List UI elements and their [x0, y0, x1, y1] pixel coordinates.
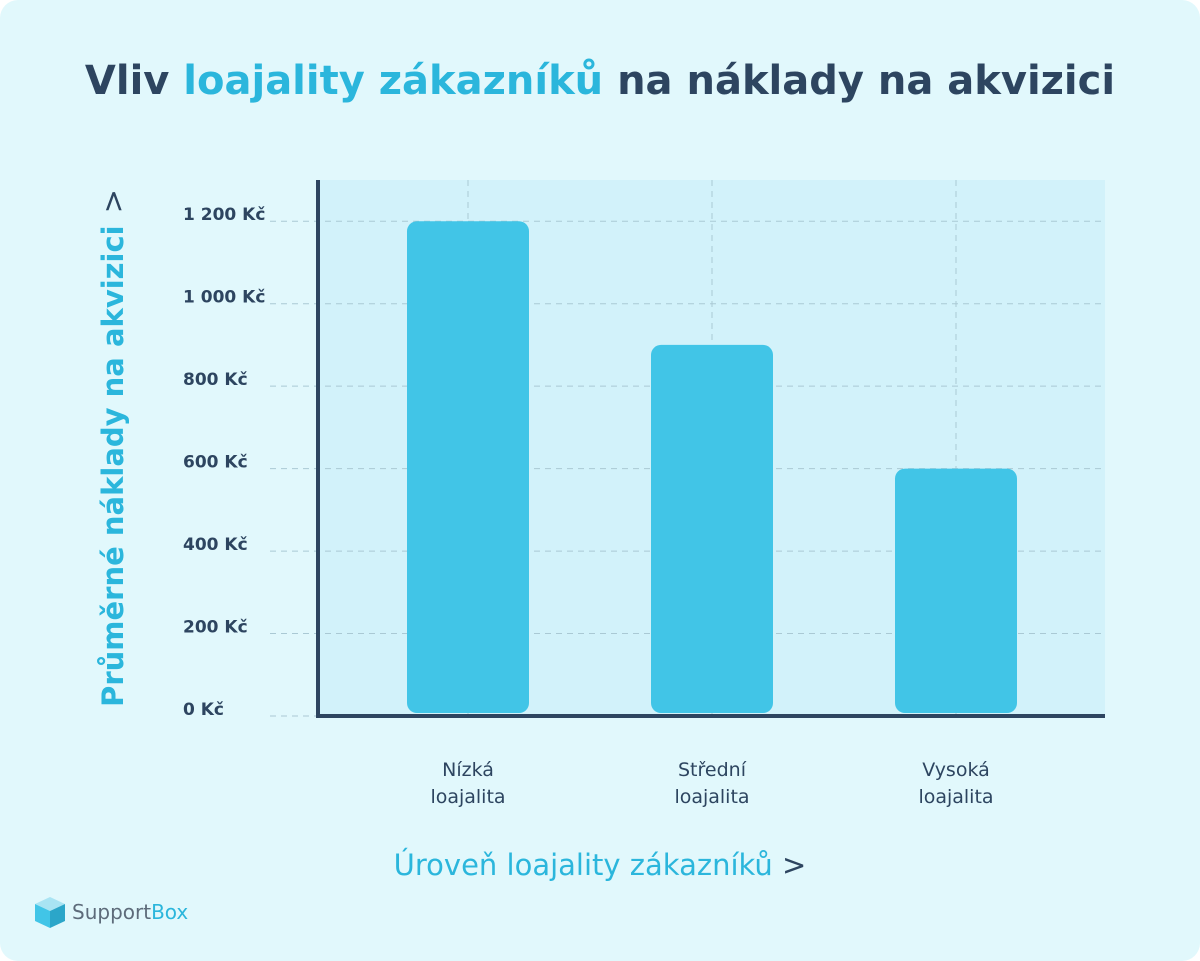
x-axis-label: Úroveň loajality zákazníků > [0, 848, 1200, 882]
x-tick-label: Vysoká loajalita [918, 759, 994, 808]
chart-title: Vliv loajality zákazníků na náklady na a… [0, 58, 1200, 104]
y-tick-label: 400 Kč [183, 535, 248, 555]
x-tick-label: Nízká loajalita [430, 759, 506, 808]
logo-text: SupportBox [72, 900, 188, 924]
title-end: na náklady na akvizici [617, 58, 1116, 104]
y-tick-label: 1 000 Kč [183, 288, 265, 308]
y-label-text: Průměrné náklady na akvizici [96, 225, 130, 707]
bar [651, 344, 773, 713]
x-tick-label: Střední loajalita [674, 759, 750, 808]
title-start: Vliv [84, 58, 170, 104]
bar [407, 221, 529, 713]
logo-icon [35, 897, 65, 928]
y-label-arrow: > [96, 189, 130, 213]
logo-first: Support [72, 900, 152, 924]
y-tick-label: 1 200 Kč [183, 205, 265, 225]
y-axis-label: Průměrné náklady na akvizici > [96, 189, 130, 707]
x-label-text: Úroveň loajality zákazníků [393, 848, 773, 882]
x-label-arrow: > [782, 848, 807, 882]
bar [895, 468, 1017, 713]
y-tick-label: 200 Kč [183, 618, 248, 638]
y-tick-label: 0 Kč [183, 700, 224, 720]
logo-second: Box [151, 900, 189, 924]
y-tick-label: 600 Kč [183, 453, 248, 473]
y-tick-label: 800 Kč [183, 370, 248, 390]
title-highlight: loajality zákazníků [183, 58, 604, 104]
